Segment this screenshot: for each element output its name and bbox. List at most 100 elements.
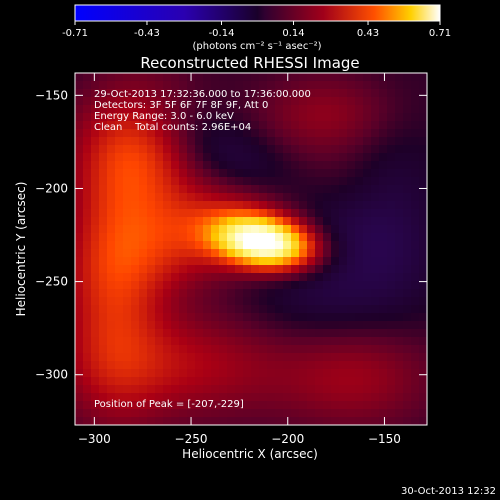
heatmap-cell	[219, 289, 228, 298]
heatmap-cell	[339, 193, 348, 202]
heatmap-cell	[411, 161, 420, 170]
heatmap-cell	[299, 201, 308, 210]
heatmap-cell	[83, 105, 92, 114]
heatmap-cell	[419, 153, 428, 162]
heatmap-cell	[235, 169, 244, 178]
heatmap-cell	[379, 353, 388, 362]
heatmap-cell	[243, 217, 252, 226]
heatmap-cell	[307, 161, 316, 170]
heatmap-cell	[347, 401, 356, 410]
heatmap-cell	[339, 81, 348, 90]
heatmap-cell	[363, 217, 372, 226]
heatmap-cell	[323, 129, 332, 138]
heatmap-cell	[171, 377, 180, 386]
heatmap-cell	[371, 385, 380, 394]
heatmap-cell	[219, 385, 228, 394]
heatmap-cell	[139, 97, 148, 106]
heatmap-cell	[131, 329, 140, 338]
heatmap-cell	[131, 97, 140, 106]
heatmap-cell	[387, 385, 396, 394]
heatmap-cell	[235, 225, 244, 234]
heatmap-cell	[211, 209, 220, 218]
heatmap-cell	[387, 417, 396, 426]
heatmap-cell	[187, 249, 196, 258]
heatmap-cell	[139, 209, 148, 218]
heatmap-cell	[395, 89, 404, 98]
heatmap-cell	[291, 73, 300, 82]
heatmap-cell	[291, 217, 300, 226]
heatmap-cell	[203, 177, 212, 186]
heatmap-cell	[419, 401, 428, 410]
heatmap-cell	[75, 257, 84, 266]
heatmap-cell	[331, 417, 340, 426]
heatmap-cell	[131, 289, 140, 298]
heatmap-cell	[283, 225, 292, 234]
heatmap-cell	[339, 393, 348, 402]
heatmap-cell	[347, 345, 356, 354]
heatmap-cell	[131, 137, 140, 146]
heatmap-cell	[171, 89, 180, 98]
heatmap-cell	[363, 329, 372, 338]
heatmap-cell	[107, 369, 116, 378]
heatmap-cell	[219, 177, 228, 186]
heatmap-cell	[243, 161, 252, 170]
heatmap-cell	[115, 97, 124, 106]
heatmap-cell	[307, 145, 316, 154]
heatmap-cell	[307, 313, 316, 322]
heatmap-cell	[371, 353, 380, 362]
heatmap-cell	[315, 121, 324, 130]
heatmap-cell	[283, 145, 292, 154]
heatmap-cell	[195, 361, 204, 370]
heatmap-cell	[123, 137, 132, 146]
heatmap-cell	[139, 137, 148, 146]
heatmap-cell	[347, 97, 356, 106]
heatmap-cell	[187, 345, 196, 354]
heatmap-cell	[411, 105, 420, 114]
heatmap-cell	[203, 233, 212, 242]
heatmap-cell	[411, 353, 420, 362]
heatmap-cell	[339, 137, 348, 146]
heatmap-cell	[331, 249, 340, 258]
heatmap-cell	[299, 297, 308, 306]
heatmap-cell	[307, 81, 316, 90]
heatmap-cell	[387, 297, 396, 306]
heatmap-cell	[75, 417, 84, 426]
heatmap-cell	[107, 129, 116, 138]
heatmap-cell	[139, 401, 148, 410]
heatmap-cell	[99, 105, 108, 114]
heatmap-cell	[355, 193, 364, 202]
heatmap-cell	[251, 233, 260, 242]
heatmap-cell	[99, 121, 108, 130]
heatmap-cell	[179, 289, 188, 298]
heatmap-cell	[363, 185, 372, 194]
heatmap-cell	[395, 249, 404, 258]
heatmap-cell	[243, 225, 252, 234]
heatmap-cell	[123, 289, 132, 298]
heatmap-cell	[307, 129, 316, 138]
heatmap-cell	[291, 393, 300, 402]
heatmap-cell	[91, 313, 100, 322]
heatmap-cell	[371, 201, 380, 210]
heatmap-cell	[275, 137, 284, 146]
heatmap-cell	[147, 305, 156, 314]
heatmap-cell	[91, 297, 100, 306]
heatmap-cell	[339, 353, 348, 362]
heatmap-cell	[203, 265, 212, 274]
heatmap-cell	[211, 361, 220, 370]
heatmap-cell	[123, 321, 132, 330]
heatmap-cell	[395, 129, 404, 138]
heatmap-cell	[379, 313, 388, 322]
heatmap-cell	[99, 137, 108, 146]
heatmap-cell	[147, 265, 156, 274]
heatmap-cell	[387, 257, 396, 266]
heatmap-cell	[83, 225, 92, 234]
heatmap-cell	[171, 129, 180, 138]
heatmap-cell	[227, 161, 236, 170]
heatmap-cell	[227, 305, 236, 314]
heatmap-cell	[211, 345, 220, 354]
heatmap-cell	[291, 273, 300, 282]
heatmap-cell	[339, 345, 348, 354]
heatmap-cell	[75, 305, 84, 314]
heatmap-cell	[139, 265, 148, 274]
heatmap-cell	[387, 273, 396, 282]
